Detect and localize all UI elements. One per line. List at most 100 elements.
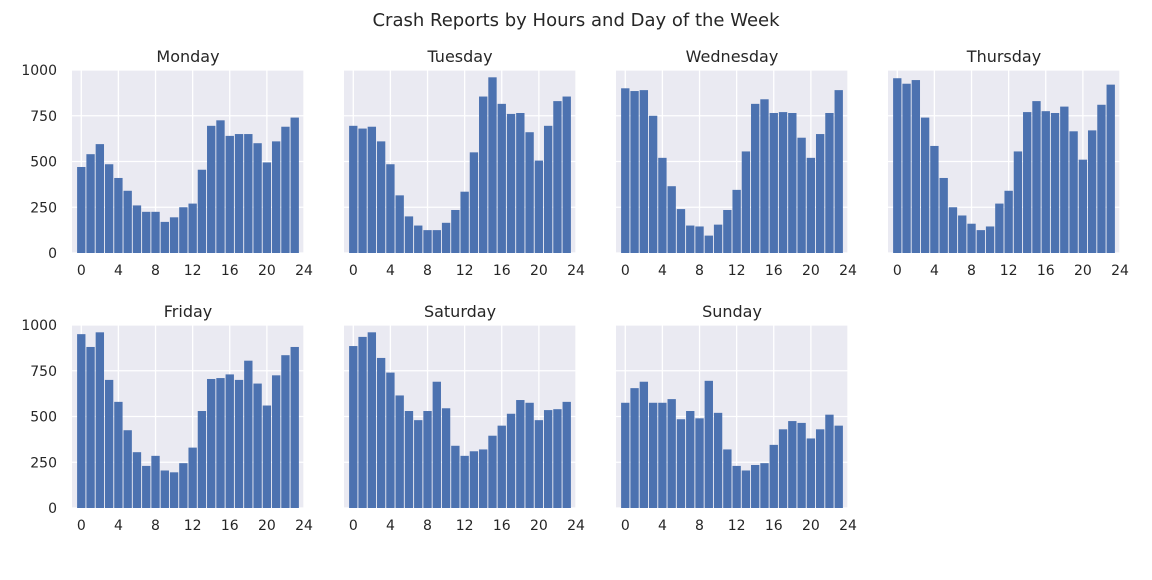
bar [686, 225, 695, 253]
bar [553, 409, 562, 508]
bar [460, 455, 469, 508]
x-tick-label: 0 [349, 263, 358, 279]
bar [1097, 104, 1106, 254]
x-tick-label: 20 [802, 518, 820, 534]
bar [197, 411, 207, 508]
y-tick-label: 500 [30, 410, 57, 426]
bar [667, 399, 676, 508]
x-tick-label: 0 [349, 518, 358, 534]
bar [86, 154, 95, 253]
bar [788, 421, 797, 508]
x-tick-label: 0 [77, 518, 86, 534]
bar [95, 144, 105, 253]
bar [893, 78, 902, 253]
bar [621, 88, 630, 253]
bar [958, 215, 967, 253]
bar [132, 205, 142, 253]
x-tick-label: 12 [728, 518, 746, 534]
bar [648, 115, 658, 253]
bar [1078, 159, 1088, 253]
bar [760, 463, 769, 508]
y-tick-label: 0 [48, 501, 57, 517]
bar [123, 190, 132, 253]
subplot-title: Wednesday [686, 47, 779, 66]
bar [95, 332, 105, 508]
bar [516, 400, 525, 508]
bar [104, 164, 114, 253]
y-tick-label: 0 [48, 246, 57, 262]
bar [543, 125, 553, 253]
bar [1013, 151, 1023, 253]
panel-friday: Friday 0 4 8 12 16 20 24 0 250 500 750 1000 [21, 302, 313, 534]
bar [506, 413, 516, 508]
bar [1050, 113, 1060, 253]
bar [244, 134, 253, 253]
y-tick-label: 750 [30, 364, 57, 380]
panel-wednesday: Wednesday 0 4 8 12 16 20 24 [616, 47, 857, 279]
bar [349, 125, 358, 253]
bar [658, 157, 667, 253]
bar [151, 211, 160, 253]
bar [262, 405, 272, 508]
bar [1060, 106, 1069, 253]
bar [667, 186, 676, 253]
bar [553, 101, 562, 253]
x-tick-label: 8 [695, 518, 704, 534]
x-tick-label: 4 [930, 263, 939, 279]
bar [386, 372, 395, 508]
bar [160, 221, 169, 253]
bar [506, 113, 516, 253]
panel-tuesday: Tuesday 0 4 8 12 16 20 24 [344, 47, 585, 279]
bar [534, 420, 544, 508]
x-tick-label: 24 [1111, 263, 1129, 279]
bar [797, 137, 806, 253]
bar [367, 332, 377, 508]
x-tick-label: 12 [184, 263, 202, 279]
bar [179, 463, 188, 508]
bar [151, 455, 160, 508]
bar [160, 470, 169, 508]
bar [451, 445, 460, 508]
x-tick-label: 16 [221, 263, 239, 279]
bar [86, 346, 95, 508]
x-tick-label: 24 [839, 263, 857, 279]
bar [114, 401, 123, 508]
bar [281, 355, 290, 508]
x-tick-label: 4 [658, 518, 667, 534]
x-tick-label: 12 [728, 263, 746, 279]
bar [543, 410, 553, 508]
x-tick-label: 20 [1074, 263, 1092, 279]
bar [441, 408, 451, 508]
y-tick-label: 1000 [21, 63, 57, 79]
bar [815, 134, 825, 253]
bar [188, 203, 197, 253]
y-tick-label: 1000 [21, 318, 57, 334]
bar [1087, 130, 1097, 253]
x-tick-label: 8 [695, 263, 704, 279]
bar [525, 402, 534, 508]
bar [395, 395, 404, 508]
bar [142, 465, 151, 508]
bar [760, 99, 769, 253]
bar [713, 224, 723, 253]
bar [778, 429, 788, 508]
bar [197, 169, 207, 253]
x-tick-label: 16 [493, 518, 511, 534]
bar [216, 378, 225, 508]
bar [769, 444, 778, 508]
bar [441, 222, 451, 253]
bar [695, 226, 704, 253]
bar [621, 402, 630, 508]
bar [358, 336, 367, 508]
bar [732, 189, 741, 253]
x-tick-label: 20 [530, 263, 548, 279]
bar [207, 378, 216, 508]
bar [432, 381, 441, 508]
x-tick-label: 16 [493, 263, 511, 279]
y-tick-label: 250 [30, 200, 57, 216]
bar [658, 402, 667, 508]
bar [995, 203, 1004, 253]
bar [911, 80, 921, 253]
bar [676, 419, 686, 508]
